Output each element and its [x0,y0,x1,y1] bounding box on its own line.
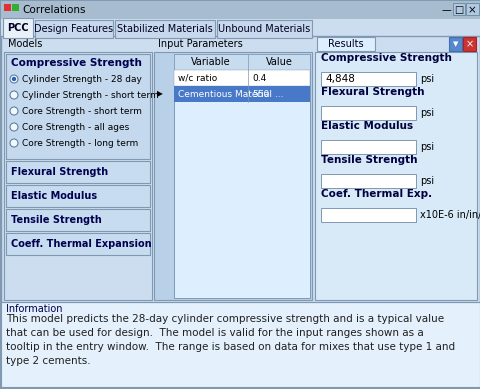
Circle shape [12,77,16,81]
Bar [320,72,415,86]
Bar [314,52,476,300]
Text: psi: psi [419,176,433,186]
Text: Cementious Material ...: Cementious Material ... [178,89,283,98]
Text: —: — [440,5,450,15]
Text: Core Strength - long term: Core Strength - long term [22,138,138,147]
Bar [6,185,150,207]
Text: Coef. Thermal Exp.: Coef. Thermal Exp. [320,189,431,199]
Text: Information: Information [6,304,62,314]
Text: ▼: ▼ [452,41,458,47]
Text: □: □ [454,5,463,15]
Text: Core Strength - all ages: Core Strength - all ages [22,123,129,131]
Bar [154,52,312,300]
Text: that can be used for design.  The model is valid for the input ranges shown as a: that can be used for design. The model i… [6,328,423,338]
Bar [320,140,415,154]
Bar [320,174,415,188]
Text: 0.4: 0.4 [252,74,266,82]
Text: Value: Value [265,57,292,67]
Bar [12,4,19,11]
Bar [35,20,113,38]
Text: Compressive Strength: Compressive Strength [11,58,142,68]
Bar [316,37,374,51]
Bar [174,86,309,102]
Text: Design Features: Design Features [35,24,113,34]
Text: Flexural Strength: Flexural Strength [320,87,424,97]
Bar [174,70,309,86]
Bar [6,209,150,231]
Bar [452,3,464,15]
Bar [448,37,461,51]
Text: Models: Models [8,39,42,49]
Text: Results: Results [327,39,363,49]
Text: psi: psi [419,74,433,84]
Bar [216,20,312,38]
Bar [6,161,150,183]
Text: psi: psi [419,108,433,118]
Bar [1,302,479,387]
Bar [6,54,150,159]
Text: This model predicts the 28-day cylinder compressive strength and is a typical va: This model predicts the 28-day cylinder … [6,314,443,324]
Text: psi: psi [419,142,433,152]
Circle shape [10,107,18,115]
Text: Unbound Materials: Unbound Materials [218,24,310,34]
Bar [174,54,309,298]
Text: Tensile Strength: Tensile Strength [11,215,102,225]
Bar [462,37,475,51]
Circle shape [10,123,18,131]
Bar [4,4,11,11]
Text: PCC: PCC [7,23,29,33]
Bar [115,20,215,38]
Text: Input Parameters: Input Parameters [157,39,242,49]
Text: Correlations: Correlations [22,5,85,15]
Text: 4,848: 4,848 [324,74,354,84]
Text: Variable: Variable [191,57,230,67]
Bar [1,1,479,19]
Text: x10E-6 in/in/F: x10E-6 in/in/F [419,210,480,220]
Bar [320,208,415,222]
Text: type 2 cements.: type 2 cements. [6,356,90,366]
Text: tooltip in the entry window.  The range is based on data for mixes that use type: tooltip in the entry window. The range i… [6,342,454,352]
Circle shape [10,91,18,99]
Text: 550: 550 [252,89,269,98]
Text: Stabilized Materials: Stabilized Materials [117,24,213,34]
Text: Coeff. Thermal Expansion: Coeff. Thermal Expansion [11,239,151,249]
Text: ▶: ▶ [157,89,163,98]
Text: Flexural Strength: Flexural Strength [11,167,108,177]
Circle shape [10,139,18,147]
Text: Elastic Modulus: Elastic Modulus [11,191,97,201]
Text: Tensile Strength: Tensile Strength [320,155,417,165]
Bar [465,3,478,15]
Bar [320,106,415,120]
Bar [6,233,150,255]
Text: ×: × [465,39,473,49]
Text: Elastic Modulus: Elastic Modulus [320,121,412,131]
Bar [4,52,152,300]
Text: Core Strength - short term: Core Strength - short term [22,107,142,116]
Bar [174,54,309,70]
Circle shape [10,75,18,83]
Text: w/c ratio: w/c ratio [178,74,217,82]
Text: Cylinder Strength - 28 day: Cylinder Strength - 28 day [22,75,142,84]
Text: ×: × [467,5,475,15]
Bar [3,18,33,38]
Text: Compressive Strength: Compressive Strength [320,53,451,63]
Text: Cylinder Strength - short term: Cylinder Strength - short term [22,91,158,100]
